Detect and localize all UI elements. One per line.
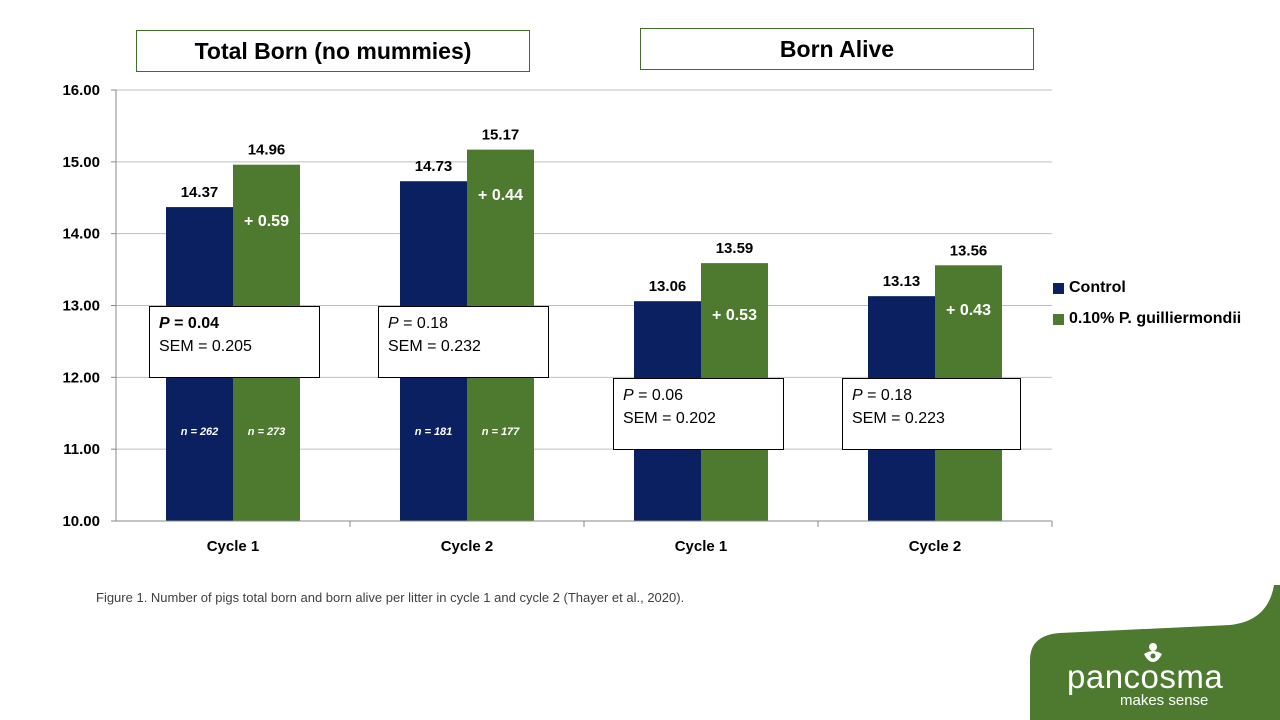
stat-box-total-born-cycle-2: P = 0.18 SEM = 0.232 (378, 306, 549, 378)
legend-label-control: Control (1069, 279, 1126, 296)
panel-title-total-born: Total Born (no mummies) (136, 30, 530, 72)
data-label-treatment: 13.59 (716, 240, 754, 257)
x-tick-label: Cycle 2 (441, 538, 494, 555)
x-tick-label: Cycle 1 (675, 538, 728, 555)
data-label-control: 13.06 (649, 278, 687, 295)
legend-item-treatment: 0.10% P. guilliermondii (1053, 309, 1241, 329)
figure-caption: Figure 1. Number of pigs total born and … (96, 590, 685, 605)
x-tick-label: Cycle 1 (207, 538, 260, 555)
data-label-treatment: 15.17 (482, 127, 520, 144)
data-label-treatment: 13.56 (950, 242, 988, 259)
brand-name: pancosma (1067, 658, 1224, 695)
legend-item-control: Control (1053, 278, 1241, 298)
data-labels: 14.37 14.96 + 0.59 n = 262 n = 273 14.73 15.17… (181, 127, 991, 438)
difference-label: + 0.44 (478, 187, 523, 204)
p-value: P = 0.04 (159, 315, 220, 332)
legend-swatch-treatment (1053, 313, 1064, 325)
stat-box-born-alive-cycle-2: P = 0.18 SEM = 0.223 (842, 378, 1021, 450)
panel-title-born-alive: Born Alive (640, 28, 1034, 70)
brand-tagline: makes sense (1120, 692, 1209, 709)
y-tick-label: 16.00 (62, 82, 100, 99)
legend-label-treatment: 0.10% P. guilliermondii (1069, 310, 1242, 327)
x-tick-label: Cycle 2 (909, 538, 962, 555)
y-tick-label: 13.00 (62, 298, 100, 315)
n-label-treatment: n = 177 (482, 426, 520, 438)
difference-label: + 0.59 (244, 213, 289, 230)
data-label-control: 14.37 (181, 184, 219, 201)
data-label-control: 14.73 (415, 158, 453, 175)
data-label-control: 13.13 (883, 273, 921, 290)
sem-value: SEM = 0.232 (388, 338, 481, 355)
data-label-treatment: 14.96 (248, 142, 286, 159)
p-value: P = 0.06 (623, 387, 684, 404)
n-label-control: n = 262 (181, 426, 219, 438)
n-label-treatment: n = 273 (248, 426, 286, 438)
y-tick-label: 14.00 (62, 226, 100, 243)
n-label-control: n = 181 (415, 426, 453, 438)
sem-value: SEM = 0.223 (852, 410, 945, 427)
legend: Control 0.10% P. guilliermondii (1053, 278, 1241, 340)
axes: 10.00 11.00 12.00 13.00 14.00 15.00 16.00 Cycle… (62, 82, 1053, 555)
sem-value: SEM = 0.205 (159, 338, 252, 355)
stat-box-total-born-cycle-1: P = 0.04 SEM = 0.205 (149, 306, 320, 378)
p-value: P = 0.18 (852, 387, 913, 404)
y-tick-label: 11.00 (63, 441, 100, 458)
p-value: P = 0.18 (388, 315, 449, 332)
y-tick-label: 12.00 (62, 369, 100, 386)
difference-label: + 0.43 (946, 302, 991, 319)
difference-label: + 0.53 (712, 307, 757, 324)
sem-value: SEM = 0.202 (623, 410, 716, 427)
y-tick-label: 15.00 (62, 154, 100, 171)
stat-box-born-alive-cycle-1: P = 0.06 SEM = 0.202 (613, 378, 784, 450)
legend-swatch-control (1053, 282, 1064, 294)
leaf-person-icon (1144, 643, 1162, 662)
y-tick-label: 10.00 (62, 513, 100, 530)
